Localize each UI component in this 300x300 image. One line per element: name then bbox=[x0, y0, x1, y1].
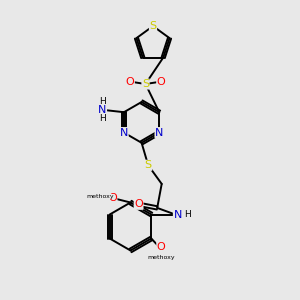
Text: O: O bbox=[157, 76, 166, 87]
Text: H: H bbox=[184, 210, 190, 219]
Text: N: N bbox=[120, 128, 128, 138]
Text: S: S bbox=[142, 79, 149, 89]
Text: H: H bbox=[99, 114, 106, 123]
Text: N: N bbox=[98, 105, 106, 115]
Text: S: S bbox=[145, 160, 152, 170]
Text: H: H bbox=[99, 97, 106, 106]
Text: methoxy: methoxy bbox=[86, 194, 114, 199]
Text: N: N bbox=[155, 128, 164, 138]
Text: O: O bbox=[157, 242, 166, 253]
Text: N: N bbox=[173, 209, 182, 220]
Text: O: O bbox=[125, 76, 134, 87]
Text: O: O bbox=[108, 193, 117, 203]
Text: methoxy: methoxy bbox=[147, 256, 175, 260]
Text: O: O bbox=[134, 199, 143, 209]
Text: S: S bbox=[149, 21, 157, 31]
